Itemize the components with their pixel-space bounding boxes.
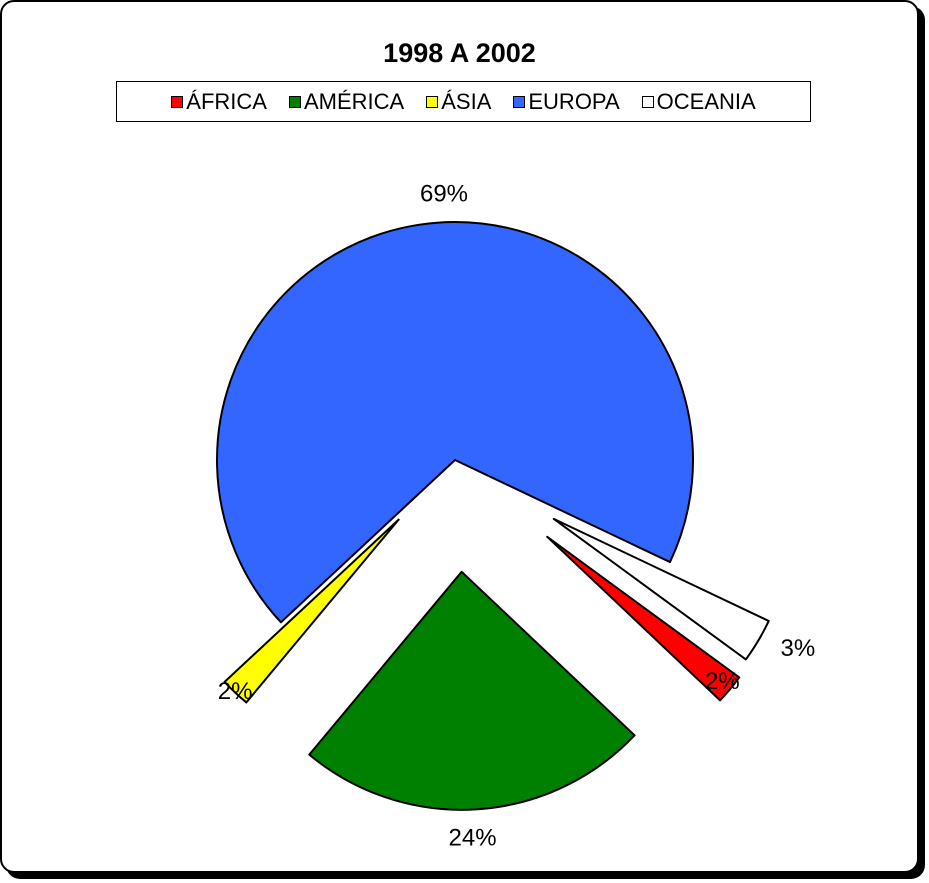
legend-swatch-oceania <box>641 95 654 108</box>
legend-item-europa: EUROPA <box>513 88 620 115</box>
legend-swatch-europa <box>513 95 526 108</box>
pie-slice-europa <box>216 221 694 624</box>
legend-label-asia: ÁSIA <box>441 88 492 114</box>
legend-swatch-america <box>288 95 301 108</box>
legend-item-africa: ÁFRICA <box>171 89 267 115</box>
pie-slice-oceania <box>552 517 770 661</box>
chart-title: 1998 A 2002 <box>383 38 536 68</box>
data-label-africa: 2% <box>705 668 740 695</box>
data-label-europa: 69% <box>420 180 468 207</box>
pie-slice-africa <box>546 535 741 702</box>
legend-item-oceania: OCEANIA <box>641 88 756 115</box>
legend-label-africa: ÁFRICA <box>186 88 267 114</box>
pie-slice-asia <box>223 518 400 704</box>
legend-item-asia: ÁSIA <box>426 89 491 115</box>
chart-legend: ÁFRICA AMÉRICA ÁSIA EUROPA OCEANIA <box>116 81 811 122</box>
legend-swatch-asia <box>426 95 439 108</box>
pie-slice-america <box>308 570 636 811</box>
legend-label-europa: EUROPA <box>528 88 620 114</box>
data-label-asia: 2% <box>218 678 253 705</box>
legend-label-america: AMÉRICA <box>303 88 405 114</box>
legend-item-america: AMÉRICA <box>288 88 405 115</box>
legend-label-oceania: OCEANIA <box>656 88 756 114</box>
data-label-america: 24% <box>449 825 497 852</box>
data-label-oceania: 3% <box>780 635 815 662</box>
legend-swatch-africa <box>171 95 184 108</box>
